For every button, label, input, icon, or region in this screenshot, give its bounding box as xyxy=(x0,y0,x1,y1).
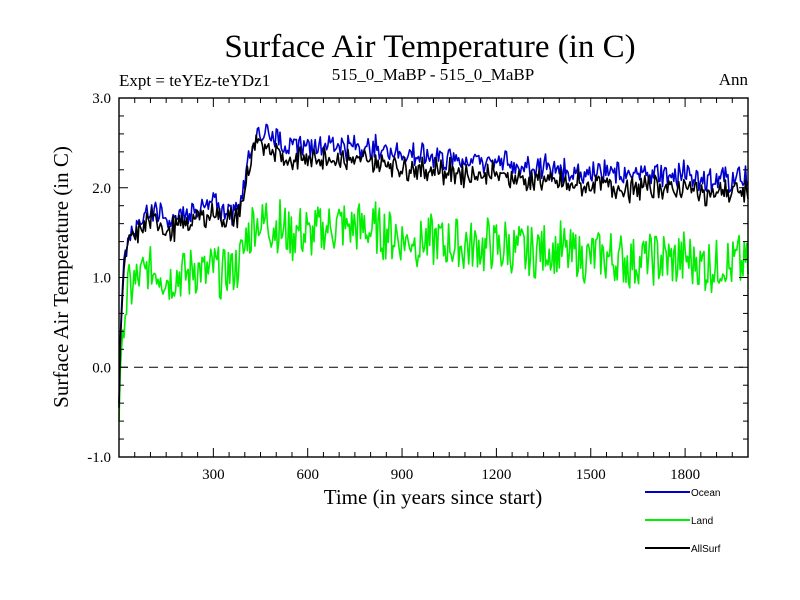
chart-title: Surface Air Temperature (in C) xyxy=(224,29,635,65)
x-tick-label: 1200 xyxy=(481,467,511,483)
x-axis-label: Time (in years since start) xyxy=(324,485,543,509)
plot-lines xyxy=(118,123,749,422)
y-tick-label: 2.0 xyxy=(92,181,111,197)
y-tick-label: 1.0 xyxy=(92,271,111,287)
y-axis-ticks: -1.0 0.0 1.0 2.0 3.0 xyxy=(87,91,748,466)
y-tick-label: 3.0 xyxy=(92,91,111,107)
series-line-allsurf xyxy=(118,134,749,408)
experiment-label: Expt = teYEz-teYDz1 xyxy=(119,71,270,90)
legend: Ocean Land AllSurf xyxy=(645,488,721,555)
x-tick-label: 300 xyxy=(202,467,225,483)
x-tick-label: 1800 xyxy=(670,467,700,483)
x-tick-label: 1500 xyxy=(576,467,606,483)
y-tick-label: 0.0 xyxy=(92,360,111,376)
series-line-land xyxy=(118,199,749,422)
x-tick-label: 900 xyxy=(391,467,414,483)
legend-label-allsurf: AllSurf xyxy=(691,544,721,555)
series-line-ocean xyxy=(118,123,749,404)
legend-label-ocean: Ocean xyxy=(691,488,720,499)
season-label: Ann xyxy=(719,70,749,89)
period-label: 515_0_MaBP - 515_0_MaBP xyxy=(332,65,534,84)
y-axis-label: Surface Air Temperature (in C) xyxy=(49,146,73,408)
legend-label-land: Land xyxy=(691,516,713,527)
x-axis-ticks: 300 600 900 1200 1500 1800 xyxy=(134,98,733,483)
y-tick-label: -1.0 xyxy=(87,450,111,466)
x-tick-label: 600 xyxy=(296,467,319,483)
